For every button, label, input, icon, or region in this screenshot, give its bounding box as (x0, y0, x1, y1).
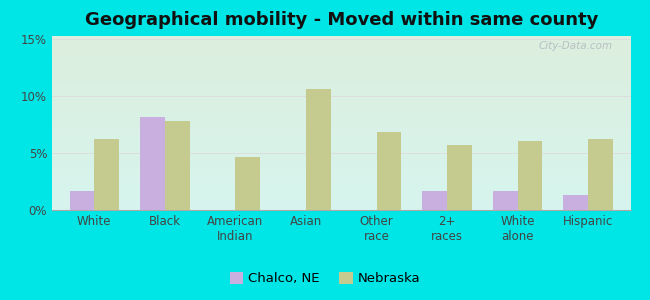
Bar (564, 195, 588, 210)
Bar (517, 141, 542, 210)
Title: Geographical mobility - Moved within same county: Geographical mobility - Moved within sam… (84, 11, 598, 29)
Bar (422, 191, 447, 210)
Bar (94, 140, 119, 210)
Bar (70, 191, 94, 210)
Bar (493, 191, 517, 210)
Bar (306, 89, 331, 210)
Bar (588, 140, 613, 210)
Bar (140, 117, 165, 210)
Bar (447, 145, 472, 210)
Bar (165, 121, 190, 210)
Bar (376, 131, 401, 210)
Text: City-Data.com: City-Data.com (539, 41, 613, 51)
Legend: Chalco, NE, Nebraska: Chalco, NE, Nebraska (224, 266, 426, 290)
Bar (235, 157, 260, 210)
